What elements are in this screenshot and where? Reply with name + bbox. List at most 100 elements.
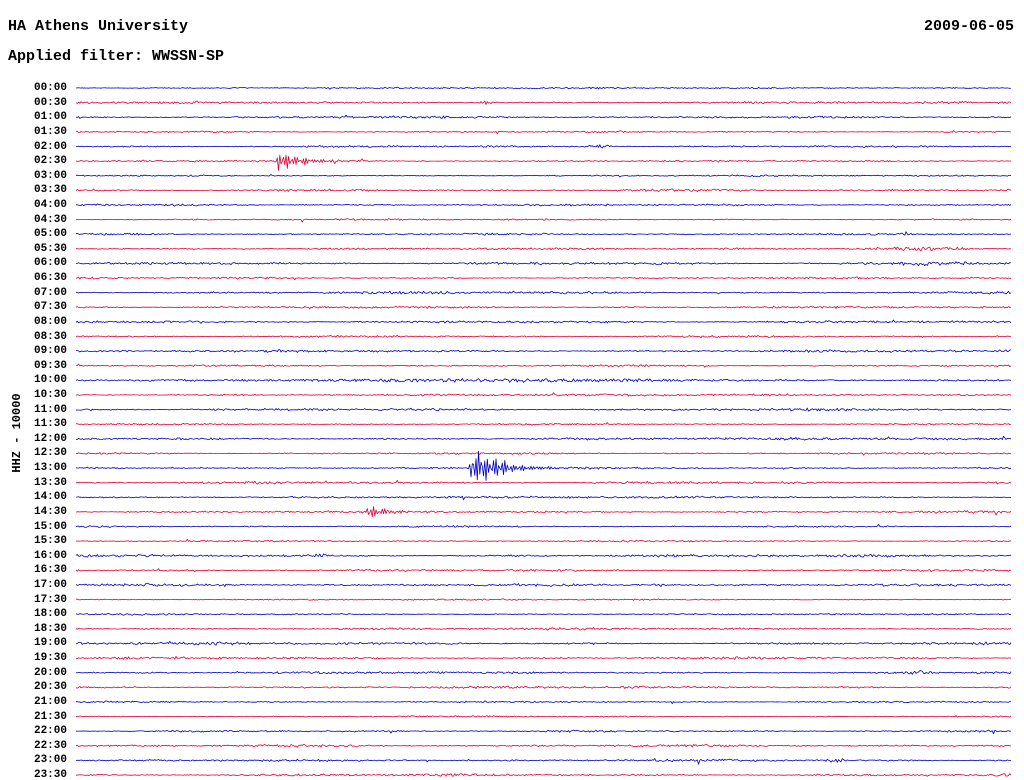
time-label: 03:30 xyxy=(33,184,67,197)
trace-16:30 xyxy=(75,568,1012,573)
time-label: 14:00 xyxy=(33,491,67,504)
time-label: 19:30 xyxy=(33,652,67,665)
trace-06:00 xyxy=(75,261,1012,267)
trace-19:00 xyxy=(75,640,1012,646)
time-label: 21:00 xyxy=(33,695,67,708)
time-label: 23:00 xyxy=(33,754,67,767)
time-label: 01:30 xyxy=(33,125,67,138)
time-label: 20:00 xyxy=(33,666,67,679)
time-label: 13:00 xyxy=(33,462,67,474)
trace-02:30 xyxy=(75,154,1012,171)
trace-14:00 xyxy=(75,495,1012,501)
time-label: 16:00 xyxy=(33,549,67,562)
time-label: 05:00 xyxy=(33,228,67,241)
trace-05:00 xyxy=(75,231,1011,236)
time-label: 23:30 xyxy=(33,769,67,780)
trace-00:00 xyxy=(75,86,1012,90)
trace-17:00 xyxy=(75,582,1012,587)
time-label: 03:00 xyxy=(33,169,67,182)
time-label: 12:00 xyxy=(33,432,67,445)
trace-20:00 xyxy=(75,670,1012,675)
time-label: 18:00 xyxy=(33,608,67,621)
trace-01:30 xyxy=(75,130,1011,135)
time-label: 02:30 xyxy=(33,155,67,168)
date-label: 2009-06-05 xyxy=(923,18,1014,35)
trace-08:00 xyxy=(75,319,1012,324)
trace-13:30 xyxy=(75,479,1012,485)
time-label: 17:00 xyxy=(33,579,67,591)
time-label: 22:00 xyxy=(33,725,67,738)
time-label: 04:30 xyxy=(33,213,67,226)
time-label: 09:30 xyxy=(33,359,67,372)
trace-20:30 xyxy=(75,685,1012,689)
time-label: 21:30 xyxy=(33,710,67,723)
trace-05:30 xyxy=(75,246,1012,252)
time-label: 06:30 xyxy=(33,272,67,284)
trace-13:00 xyxy=(75,450,1012,481)
trace-19:30 xyxy=(75,656,1012,660)
trace-12:00 xyxy=(75,435,1012,441)
trace-04:00 xyxy=(75,203,1012,207)
time-label: 15:30 xyxy=(33,535,67,548)
trace-00:30 xyxy=(75,100,1012,105)
time-label: 05:30 xyxy=(33,242,67,255)
time-label: 04:00 xyxy=(33,198,67,211)
time-label: 22:30 xyxy=(33,739,67,752)
time-label: 10:30 xyxy=(33,389,67,401)
trace-07:30 xyxy=(75,305,1012,310)
time-label: 09:00 xyxy=(33,345,67,358)
filter-label: Applied filter: WWSSN-SP xyxy=(8,48,225,65)
trace-03:30 xyxy=(75,188,1012,193)
time-label: 20:30 xyxy=(33,681,67,694)
trace-02:00 xyxy=(75,144,1011,149)
time-label: 08:00 xyxy=(33,315,67,328)
trace-22:00 xyxy=(75,729,1012,735)
trace-12:30 xyxy=(75,452,1011,456)
time-label: 14:30 xyxy=(33,505,67,518)
trace-21:30 xyxy=(75,715,1012,718)
time-label: 06:00 xyxy=(33,257,67,270)
trace-17:30 xyxy=(75,598,1012,601)
trace-23:30 xyxy=(75,773,1012,777)
time-label: 01:00 xyxy=(33,111,67,124)
trace-09:30 xyxy=(76,363,1012,368)
trace-15:00 xyxy=(75,524,1012,528)
trace-14:30 xyxy=(75,506,1012,518)
trace-11:00 xyxy=(75,407,1011,412)
time-label: 07:30 xyxy=(33,301,67,314)
trace-10:30 xyxy=(75,392,1012,397)
trace-22:30 xyxy=(75,743,1012,748)
time-label: 12:30 xyxy=(33,447,67,460)
time-label: 11:30 xyxy=(33,418,67,431)
time-label: 16:30 xyxy=(33,564,67,577)
time-label: 02:00 xyxy=(33,140,67,153)
time-label: 07:00 xyxy=(33,286,67,299)
trace-11:30 xyxy=(75,422,1012,426)
trace-08:30 xyxy=(75,334,1012,339)
trace-15:30 xyxy=(76,538,1012,543)
trace-23:00 xyxy=(75,758,1012,765)
time-label: 00:00 xyxy=(33,82,67,94)
trace-18:00 xyxy=(75,612,1012,616)
trace-21:00 xyxy=(75,700,1011,704)
time-label: 15:00 xyxy=(33,520,67,533)
trace-07:00 xyxy=(75,290,1012,295)
trace-09:00 xyxy=(75,349,1012,353)
time-label: 10:00 xyxy=(33,374,67,387)
time-label: 18:30 xyxy=(33,622,67,635)
time-label: 19:00 xyxy=(33,637,67,650)
trace-18:30 xyxy=(75,627,1012,631)
time-label: 17:30 xyxy=(33,593,67,606)
trace-04:30 xyxy=(75,218,1012,223)
time-label: 11:00 xyxy=(33,403,67,416)
station-title: HA Athens University xyxy=(8,18,189,35)
time-label: 13:30 xyxy=(33,476,67,489)
time-label: 08:30 xyxy=(33,330,67,343)
trace-10:00 xyxy=(75,378,1012,383)
time-label: 00:30 xyxy=(33,96,67,109)
trace-03:00 xyxy=(75,174,1012,178)
trace-16:00 xyxy=(75,553,1012,558)
trace-06:30 xyxy=(75,276,1011,281)
